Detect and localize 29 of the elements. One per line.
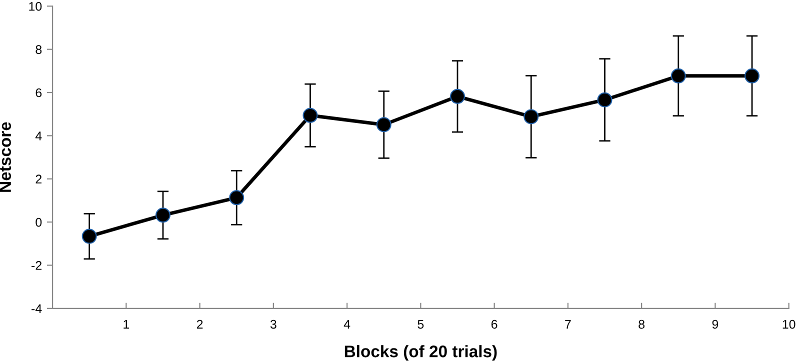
point bbox=[597, 92, 612, 108]
point bbox=[376, 117, 392, 132]
point bbox=[302, 108, 318, 123]
y-tick-label: 2 bbox=[36, 174, 42, 184]
point bbox=[450, 88, 465, 104]
point bbox=[524, 109, 539, 124]
point bbox=[229, 190, 244, 206]
x-tick-label: 2 bbox=[196, 320, 203, 329]
x-tick-label: 7 bbox=[565, 320, 571, 329]
x-tick-label: 10 bbox=[782, 320, 796, 329]
x-tick-label: 5 bbox=[418, 320, 424, 329]
y-tick-label: 0 bbox=[36, 218, 42, 227]
x-axis-title: Blocks (of 20 trials) bbox=[344, 345, 497, 361]
y-tick-label: 4 bbox=[35, 132, 42, 140]
x-tick-label: 4 bbox=[344, 320, 350, 329]
point bbox=[82, 228, 97, 244]
x-tick-label: 8 bbox=[638, 320, 645, 329]
point bbox=[744, 68, 760, 84]
x-tick-label: 3 bbox=[270, 320, 276, 329]
y-tick-label: 8 bbox=[36, 45, 42, 54]
y-tick-label: 10 bbox=[29, 2, 42, 11]
point bbox=[670, 68, 686, 84]
y-tick-label: 6 bbox=[36, 88, 42, 98]
point bbox=[155, 208, 170, 223]
y-tick-label: -4 bbox=[32, 304, 42, 313]
x-tick-label: 1 bbox=[124, 320, 130, 329]
y-tick-label: -2 bbox=[32, 261, 42, 270]
x-tick-label: 6 bbox=[491, 320, 498, 329]
x-tick-label: 9 bbox=[712, 320, 718, 329]
